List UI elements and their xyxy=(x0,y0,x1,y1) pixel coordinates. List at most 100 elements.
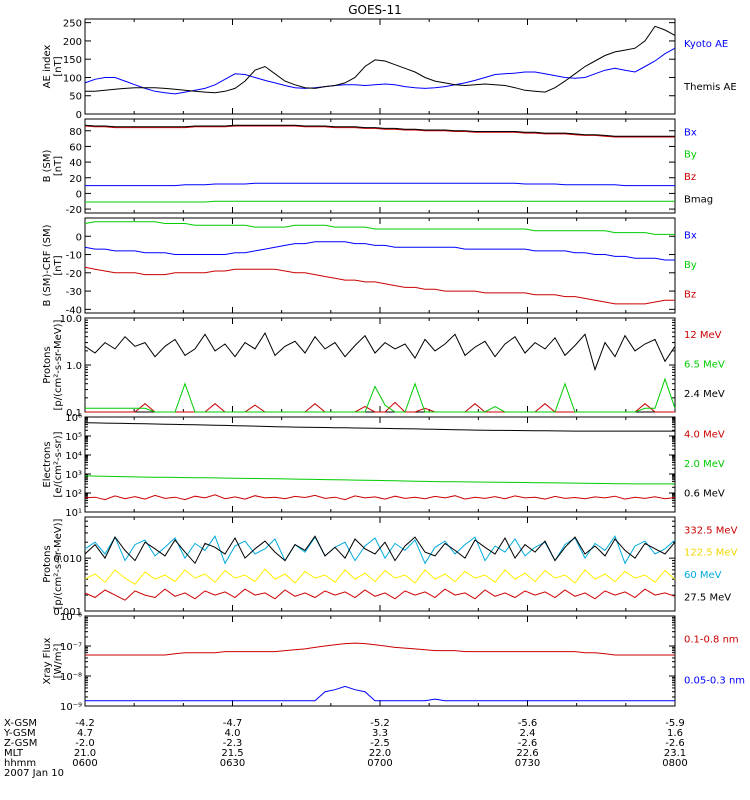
axis-row-value: 2.4 xyxy=(520,728,536,739)
y-axis-label: Xray Flux xyxy=(42,637,53,684)
panel-frame xyxy=(84,317,676,413)
series-line-4-0-mev xyxy=(84,494,676,501)
axis-row-value: -2.5 xyxy=(370,738,390,749)
y-axis-label: [nT] xyxy=(53,156,64,176)
y-tick-label: 0 xyxy=(76,110,82,121)
panel-frame xyxy=(84,516,676,612)
axis-row-value: 3.3 xyxy=(372,728,388,739)
axis-row-value: 22.6 xyxy=(516,748,538,759)
y-tick-label: 0.010 xyxy=(53,554,82,565)
y-tick-label: 10⁻⁷ xyxy=(60,642,82,653)
series-line-bz xyxy=(84,266,675,305)
panel-frame xyxy=(84,118,676,214)
series-line-2-4-mev xyxy=(84,331,676,372)
series-line-27-5-mev xyxy=(84,535,676,565)
legend-entry: 122.5 MeV xyxy=(684,548,738,559)
series-line-by xyxy=(84,221,675,235)
axis-row-label: hhmm xyxy=(4,758,36,769)
y-tick-label: 10.0 xyxy=(60,314,82,325)
y-tick-label: 0.1 xyxy=(66,408,82,419)
axis-row-value: 0600 xyxy=(72,758,97,769)
y-axis-label: B (SM)-CRF (SM) xyxy=(42,224,53,306)
y-tick-label: 10⁵ xyxy=(65,432,82,443)
y-tick-label: 20 xyxy=(69,174,82,185)
axis-row-hhmm: hhmm 0600 0630 0700 0730 0800 xyxy=(4,758,688,769)
legend-entry: 2.0 MeV xyxy=(684,459,725,470)
legend-entry: Bmag xyxy=(684,194,713,205)
y-tick-label: 80 xyxy=(69,127,82,138)
legend-entry: Themis AE xyxy=(683,82,737,93)
legend-entry: 332.5 MeV xyxy=(684,525,738,536)
legend-entry: Bx xyxy=(684,127,697,138)
axis-row-value: 0800 xyxy=(662,758,687,769)
legend-entry: Bx xyxy=(684,230,697,241)
axis-row-value: -2.0 xyxy=(75,738,95,749)
y-axis-label: B (SM) xyxy=(42,149,53,182)
y-tick-label: 150 xyxy=(63,55,82,66)
panel-xray: 10⁻⁹ 10⁻⁸ 10⁻⁷ 10⁻⁶ Xray Flux [W/m²] 0.1-0.8 n… xyxy=(42,612,745,713)
axis-row-z-gsm: Z-GSM -2.0 -2.3 -2.5 -2.6 -2.6 xyxy=(4,738,685,749)
legend-entry: 2.4 MeV xyxy=(684,389,725,400)
y-tick-label: 250 xyxy=(63,19,82,30)
legend-entry: 6.5 MeV xyxy=(684,360,725,371)
axis-row-label: MLT xyxy=(4,748,24,759)
y-tick-label: 200 xyxy=(63,37,82,48)
axis-row-value: 0630 xyxy=(220,758,245,769)
axis-row-value: 21.0 xyxy=(74,748,96,759)
y-tick-label: 0 xyxy=(76,189,82,200)
y-tick-label: 10⁻⁹ xyxy=(60,702,82,713)
y-tick-label: 10⁴ xyxy=(65,451,82,462)
series-line-bmag xyxy=(84,124,675,137)
axis-row-label: X-GSM xyxy=(4,718,37,729)
y-tick-label: 10⁻⁶ xyxy=(60,612,82,623)
y-tick-label: -40 xyxy=(66,305,82,316)
series-line-2-0-mev xyxy=(84,475,675,485)
axis-row-value: 4.7 xyxy=(77,728,93,739)
y-axis-label: [W/m²] xyxy=(53,643,64,678)
y-tick-label: -20 xyxy=(66,269,82,280)
axis-row-value: -4.2 xyxy=(75,718,95,729)
y-tick-label: -20 xyxy=(66,205,82,216)
panel-electrons: 10¹ 10² 10³ 10⁴ 10⁵ 10⁶ Electrons [e/(cm²-s-sr)… xyxy=(42,413,725,519)
legend-entry: 27.5 MeV xyxy=(684,592,731,603)
panel-bsm: -20 0 20 40 60 80 B (SM) [nT] Bx By Bz Bmag xyxy=(42,118,713,216)
figure-date: 2007 Jan 10 xyxy=(4,768,64,779)
legend-entry: Bz xyxy=(684,290,696,301)
y-tick-label: 100 xyxy=(63,73,82,84)
y-axis-label: [nT] xyxy=(53,56,64,76)
axis-row-value: -2.3 xyxy=(223,738,243,749)
y-axis-label: [e/(cm²-s-sr)] xyxy=(53,431,64,497)
legend-entry: By xyxy=(684,150,697,161)
series-line-bx xyxy=(85,182,675,187)
axis-row-value: -2.6 xyxy=(665,738,685,749)
y-tick-label: 40 xyxy=(69,158,82,169)
axis-row-value: 22.0 xyxy=(369,748,391,759)
panel-eps: 0.1 1.0 10.0 Protons [p/(cm²-s-sr-MeV)] 12 Me… xyxy=(42,314,725,419)
legend-entry: 0.6 MeV xyxy=(684,489,725,500)
y-axis-label: AE index xyxy=(42,45,53,89)
panel-frame xyxy=(84,615,676,707)
axis-row-value: 23.1 xyxy=(664,748,686,759)
y-axis-label: Protons xyxy=(42,346,53,383)
y-tick-label: -30 xyxy=(66,287,82,298)
y-axis-label: Protons xyxy=(42,545,53,582)
series-line-122-5-mev xyxy=(84,568,676,585)
panel-bsub: -40 -30 -20 -10 0 B (SM)-CRF (SM) [nT] Bx By Bz xyxy=(42,217,697,316)
legend-entry: 60 MeV xyxy=(684,570,722,581)
axis-row-value: -5.9 xyxy=(665,718,685,729)
y-axis-label: Electrons xyxy=(42,441,53,487)
y-axis-label: [p/(cm²-s-sr-MeV)] xyxy=(53,319,64,410)
axis-row-value: 0730 xyxy=(515,758,540,769)
figure-title: GOES-11 xyxy=(348,3,402,17)
axis-row-value: -4.7 xyxy=(223,718,243,729)
y-tick-label: 10² xyxy=(65,489,82,500)
panel-ae: 0 50 100 150 200 250 AE index [nT] Kyoto AE Themi… xyxy=(42,18,737,121)
y-tick-label: 10⁶ xyxy=(65,413,82,424)
axis-row-label: Z-GSM xyxy=(4,738,37,749)
y-tick-label: 0.001 xyxy=(53,607,82,618)
series-line-by xyxy=(85,200,675,203)
axis-row-label: Y-GSM xyxy=(3,728,36,739)
y-axis-label: [nT] xyxy=(53,255,64,275)
